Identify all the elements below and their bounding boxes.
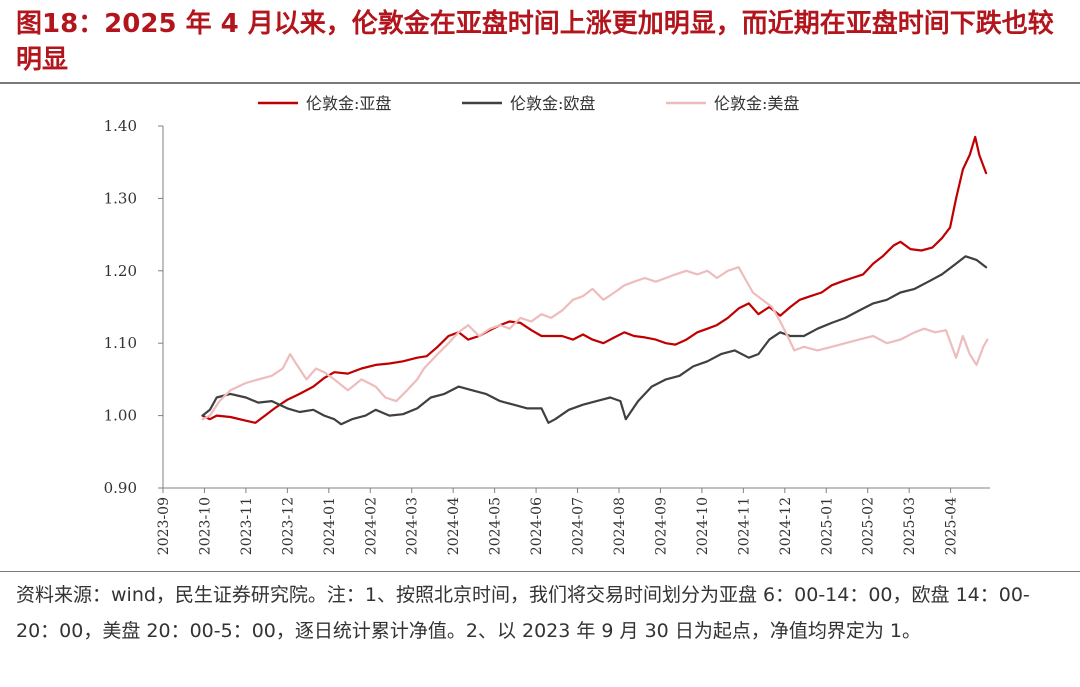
y-tick-label: 0.90 [104, 479, 137, 497]
line-chart: 伦敦金:亚盘 伦敦金:欧盘 伦敦金:美盘 0.90 1.00 1.10 1.20 1.30 1… [104, 94, 990, 555]
legend-label-3: 伦敦金:美盘 [714, 94, 799, 113]
x-tick-label: 2024-08 [612, 497, 628, 555]
source-note: 资料来源：wind，民生证券研究院。注：1、按照北京时间，我们将交易时间划分为亚… [16, 584, 1030, 642]
x-tick-label: 2024-05 [488, 497, 504, 555]
x-tick-label: 2024-03 [405, 497, 421, 555]
x-tick-label: 2023-10 [197, 497, 213, 555]
legend-label-1: 伦敦金:亚盘 [306, 94, 391, 113]
x-tick-label: 2025-02 [861, 497, 877, 555]
x-tick-label: 2024-11 [736, 497, 752, 555]
y-tick-label: 1.30 [104, 189, 137, 207]
x-tick-label: 2025-04 [944, 497, 960, 555]
x-tick-label: 2024-04 [446, 497, 462, 555]
legend: 伦敦金:亚盘 伦敦金:欧盘 伦敦金:美盘 [258, 94, 799, 113]
axes: 0.90 1.00 1.10 1.20 1.30 1.40 2023-09 2023-10 20… [104, 117, 990, 555]
x-tick-label: 2023-12 [280, 497, 296, 555]
footer-divider [0, 571, 1080, 572]
x-tick-label: 2024-06 [529, 497, 545, 555]
x-tick-label: 2024-01 [322, 497, 338, 555]
page-title: 图18：2025 年 4 月以来，伦敦金在亚盘时间上涨更加明显，而近期在亚盘时间… [16, 9, 1054, 75]
series-line-3 [201, 266, 989, 421]
x-tick-label: 2025-03 [902, 497, 918, 555]
y-tick-label: 1.00 [104, 407, 137, 425]
y-tick-label: 1.40 [104, 117, 137, 135]
x-tick-label: 2024-10 [695, 497, 711, 555]
series-group [201, 135, 989, 426]
x-tick-label: 2024-02 [363, 497, 379, 555]
x-tick-label: 2025-01 [819, 497, 835, 555]
x-tick-label: 2023-11 [239, 497, 255, 555]
series-line-1 [201, 135, 988, 424]
legend-label-2: 伦敦金:欧盘 [510, 94, 595, 113]
x-tick-label: 2023-09 [156, 497, 172, 555]
x-tick-label: 2024-12 [778, 497, 794, 555]
series-line-2 [201, 255, 988, 426]
x-tick-label: 2024-07 [571, 497, 587, 555]
x-tick-label: 2024-09 [653, 497, 669, 555]
y-tick-label: 1.20 [104, 262, 137, 280]
title-divider [0, 82, 1080, 84]
y-tick-label: 1.10 [104, 334, 137, 352]
